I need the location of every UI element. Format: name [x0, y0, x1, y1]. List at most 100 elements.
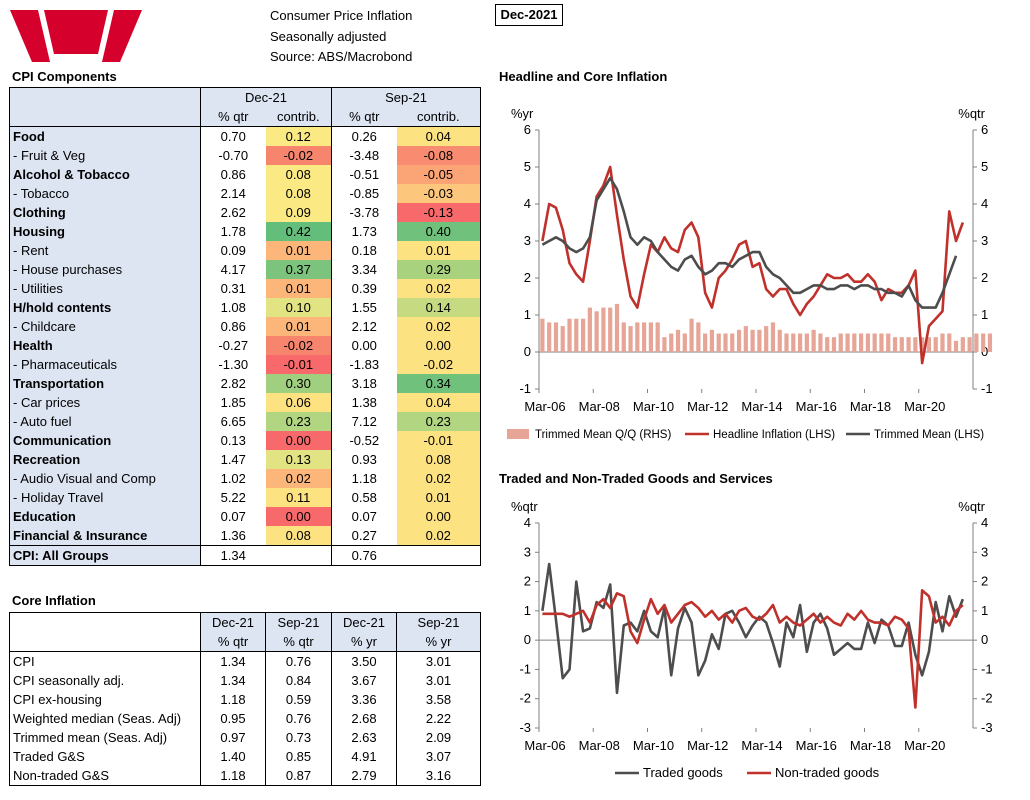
contrib-cell: 0.02: [396, 526, 482, 546]
bar: [947, 333, 952, 352]
contrib-cell: 0.23: [265, 412, 333, 431]
bar: [601, 307, 606, 352]
contrib-cell: 0.09: [265, 203, 333, 222]
table-row: - Childcare 0.86 0.01 2.12 0.02: [9, 317, 482, 336]
value-cell: 2.63: [331, 728, 397, 747]
value-cell: 3.01: [396, 671, 481, 690]
table-row: Trimmed mean (Seas. Adj) 0.97 0.73 2.63 2.09: [9, 728, 481, 747]
contrib-cell: 0.01: [396, 241, 482, 260]
table-row: Traded G&S 1.40 0.85 4.91 3.07: [9, 747, 481, 766]
bar: [723, 333, 728, 352]
contrib-cell: 0.06: [265, 393, 333, 412]
table-row: Clothing 2.62 0.09 -3.78 -0.13: [9, 203, 482, 222]
bar: [852, 333, 857, 352]
contrib-cell: 0.00: [396, 336, 482, 355]
contrib-cell: 0.11: [265, 488, 333, 507]
pct-cell: 0.18: [351, 243, 377, 258]
bar: [811, 329, 816, 352]
corner-cell: [9, 107, 201, 127]
x-tick-label: Mar-14: [741, 399, 782, 414]
bar: [859, 333, 864, 352]
pct-cell: 1.78: [220, 224, 246, 239]
bar: [818, 333, 823, 352]
total-dec: 1.34: [200, 545, 266, 566]
row-label: - Childcare: [9, 317, 201, 336]
y2-tick-label: -1: [981, 661, 993, 676]
chart1-title: Headline and Core Inflation: [499, 69, 668, 84]
header-row: Dec-21 Sep-21 Dec-21 Sep-21: [9, 612, 481, 632]
pct-cell: 6.65: [220, 414, 246, 429]
y-tick-label: 1: [524, 307, 531, 322]
row-label: Housing: [9, 222, 201, 241]
bar: [662, 337, 667, 352]
contrib-cell: 0.37: [265, 260, 333, 279]
y2-tick-label: 2: [981, 270, 988, 285]
row-label: Trimmed mean (Seas. Adj): [9, 728, 201, 747]
row-label: Recreation: [9, 450, 201, 469]
y-tick-label: 2: [524, 270, 531, 285]
bar: [716, 333, 721, 352]
value-cell: 0.85: [265, 747, 332, 766]
y-tick-label: -1: [519, 661, 531, 676]
col-group-1: Sep-21: [331, 87, 482, 107]
value-cell: 0.76: [265, 709, 332, 728]
pct-cell: 0.86: [220, 167, 246, 182]
table-row: Weighted median (Seas. Adj) 0.95 0.76 2.68 2…: [9, 709, 481, 728]
bar: [967, 337, 972, 352]
bar: [953, 340, 959, 352]
col-head: % qtr: [265, 632, 332, 652]
y2-axis-label: %qtr: [958, 499, 985, 514]
contrib-cell: 0.04: [396, 393, 482, 412]
contrib-cell: 0.02: [396, 469, 482, 488]
y2-tick-label: 6: [981, 122, 988, 137]
core-inflation-table: Dec-21 Sep-21 Dec-21 Sep-21% qtr% qtr% yr% …: [9, 612, 481, 786]
blank-cell: [396, 545, 482, 566]
bar: [682, 333, 687, 352]
y2-tick-label: 5: [981, 159, 988, 174]
table-row: Recreation 1.47 0.13 0.93 0.08: [9, 450, 482, 469]
value-cell: 4.91: [331, 747, 397, 766]
row-label: Health: [9, 336, 201, 355]
y-tick-label: -1: [519, 381, 531, 396]
bar: [906, 337, 911, 352]
contrib-cell: 0.02: [396, 279, 482, 298]
contrib-cell: -0.01: [265, 355, 333, 374]
y-tick-label: -2: [519, 691, 531, 706]
bar: [675, 329, 681, 352]
y-tick-label: -3: [519, 720, 531, 735]
legend-label: Trimmed Mean Q/Q (RHS): [535, 429, 671, 441]
bar: [777, 329, 782, 352]
bar: [709, 329, 715, 352]
contrib-cell: -0.02: [396, 355, 482, 374]
total-row: CPI: All Groups 1.34 0.76: [9, 545, 482, 566]
pct-cell: -0.85: [349, 186, 380, 201]
y2-axis-label: %qtr: [958, 106, 985, 121]
x-tick-label: Mar-06: [524, 399, 565, 414]
row-label: Traded G&S: [9, 747, 201, 766]
bar: [750, 329, 755, 352]
legend-swatch: [507, 429, 529, 439]
row-label: - Fruit & Veg: [9, 146, 201, 165]
row-label: Transportation: [9, 374, 201, 393]
bar: [587, 307, 592, 352]
pct-cell: 0.07: [351, 509, 377, 524]
pct-cell: 1.47: [220, 452, 246, 467]
y-axis-label: %qtr: [511, 499, 538, 514]
table-row: Alcohol & Tobacco 0.86 0.08 -0.51 -0.05: [9, 165, 482, 184]
contrib-cell: 0.01: [396, 488, 482, 507]
bar: [547, 322, 552, 352]
x-tick-label: Mar-12: [687, 399, 728, 414]
value-cell: 0.87: [265, 766, 332, 786]
table-row: Housing 1.78 0.42 1.73 0.40: [9, 222, 482, 241]
pct-cell: -0.70: [218, 148, 249, 163]
value-cell: 2.09: [396, 728, 481, 747]
value-cell: 3.16: [396, 766, 481, 786]
bar: [872, 333, 877, 352]
contrib-cell: 0.40: [396, 222, 482, 241]
bar: [736, 329, 742, 352]
x-tick-label: Mar-10: [633, 738, 674, 753]
pct-cell: 0.70: [220, 129, 246, 144]
pct-cell: -0.51: [349, 167, 380, 182]
